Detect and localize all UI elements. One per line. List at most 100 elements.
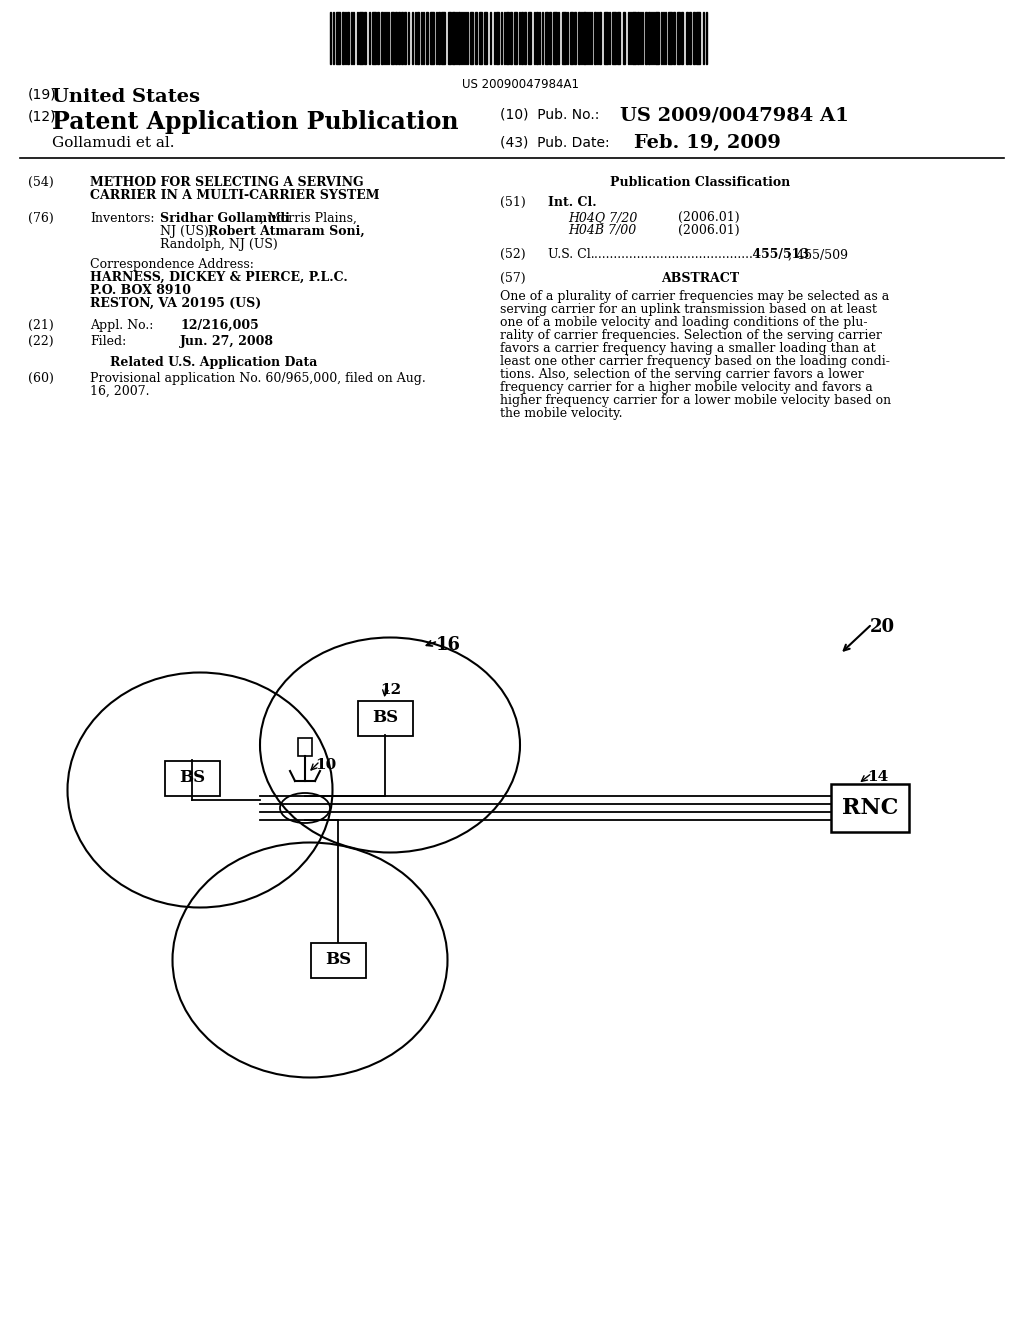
Bar [689,12,691,63]
Text: Int. Cl.: Int. Cl. [548,195,597,209]
Bar [381,12,383,63]
Bar [484,12,487,63]
Bar [632,12,636,63]
Bar [677,12,680,63]
Bar [545,12,548,63]
Text: BS: BS [179,770,205,787]
Bar [524,12,526,63]
Bar [438,12,440,63]
Text: (2006.01): (2006.01) [678,211,739,224]
Bar [570,12,573,63]
Bar [528,12,531,63]
Bar [401,12,403,63]
Text: Related U.S. Application Data: Related U.S. Application Data [110,356,317,370]
Text: the mobile velocity.: the mobile velocity. [500,407,623,420]
Text: 16, 2007.: 16, 2007. [90,385,150,399]
Text: serving carrier for an uplink transmission based on at least: serving carrier for an uplink transmissi… [500,304,877,315]
Text: NJ (US);: NJ (US); [160,224,217,238]
Bar [673,12,675,63]
Text: 16: 16 [436,636,461,653]
Text: H04B 7/00: H04B 7/00 [568,224,636,238]
Bar [594,12,596,63]
Bar [637,12,639,63]
Bar [668,12,672,63]
Bar [514,12,517,63]
Bar [479,12,482,63]
Text: (54): (54) [28,176,53,189]
Text: Inventors:: Inventors: [90,213,155,224]
Bar [398,12,400,63]
Bar [536,12,538,63]
Text: (51): (51) [500,195,525,209]
Text: (22): (22) [28,335,53,348]
Bar [391,12,394,63]
Bar [404,12,406,63]
Bar [395,12,397,63]
Text: RESTON, VA 20195 (US): RESTON, VA 20195 (US) [90,297,261,310]
Bar [521,12,523,63]
Bar [604,12,608,63]
Bar [298,738,312,756]
Text: higher frequency carrier for a lower mobile velocity based on: higher frequency carrier for a lower mob… [500,393,891,407]
Text: least one other carrier frequency based on the loading condi-: least one other carrier frequency based … [500,355,890,368]
Bar [510,12,512,63]
Text: (43)  Pub. Date:: (43) Pub. Date: [500,136,609,150]
Bar [449,12,451,63]
Bar [336,12,340,63]
Bar [470,12,473,63]
Text: favors a carrier frequency having a smaller loading than at: favors a carrier frequency having a smal… [500,342,876,355]
Text: Robert Atmaram Soni,: Robert Atmaram Soni, [208,224,365,238]
Text: ABSTRACT: ABSTRACT [660,272,739,285]
FancyBboxPatch shape [831,784,909,832]
Bar [562,12,566,63]
Text: Feb. 19, 2009: Feb. 19, 2009 [634,135,781,152]
Text: RNC: RNC [842,797,898,818]
Text: BS: BS [372,710,398,726]
Bar [359,12,362,63]
Text: one of a mobile velocity and loading conditions of the plu-: one of a mobile velocity and loading con… [500,315,867,329]
Text: (2006.01): (2006.01) [678,224,739,238]
Text: 455/513: 455/513 [748,248,809,261]
Text: P.O. BOX 8910: P.O. BOX 8910 [90,284,191,297]
Text: Jun. 27, 2008: Jun. 27, 2008 [180,335,274,348]
Bar [347,12,349,63]
Text: Correspondence Address:: Correspondence Address: [90,257,254,271]
Text: 14: 14 [867,770,888,784]
Text: 10: 10 [315,758,336,772]
Text: Gollamudi et al.: Gollamudi et al. [52,136,174,150]
Text: , Morris Plains,: , Morris Plains, [260,213,357,224]
Bar [696,12,700,63]
Text: (10)  Pub. No.:: (10) Pub. No.: [500,108,599,121]
Text: .........................................: ........................................… [590,248,753,261]
Bar [645,12,647,63]
Text: tions. Also, selection of the serving carrier favors a lower: tions. Also, selection of the serving ca… [500,368,864,381]
Text: frequency carrier for a higher mobile velocity and favors a: frequency carrier for a higher mobile ve… [500,381,872,393]
Bar [617,12,620,63]
Text: U.S. Cl.: U.S. Cl. [548,248,595,261]
Bar [377,12,379,63]
Text: (60): (60) [28,372,54,385]
Bar [426,12,428,63]
Bar [430,12,434,63]
Text: rality of carrier frequencies. Selection of the serving carrier: rality of carrier frequencies. Selection… [500,329,882,342]
Text: (12): (12) [28,110,56,124]
Bar [655,12,659,63]
Text: US 2009/0047984 A1: US 2009/0047984 A1 [620,106,849,124]
Text: Randolph, NJ (US): Randolph, NJ (US) [160,238,278,251]
Bar [648,12,650,63]
Bar [599,12,601,63]
Bar [496,12,499,63]
FancyBboxPatch shape [310,942,366,978]
Text: One of a plurality of carrier frequencies may be selected as a: One of a plurality of carrier frequencie… [500,290,889,304]
FancyBboxPatch shape [165,760,219,796]
Text: (57): (57) [500,272,525,285]
Bar [417,12,419,63]
Text: H04Q 7/20: H04Q 7/20 [568,211,637,224]
Text: METHOD FOR SELECTING A SERVING: METHOD FOR SELECTING A SERVING [90,176,364,189]
Text: 12: 12 [380,682,401,697]
Text: (52): (52) [500,248,525,261]
Text: Publication Classification: Publication Classification [610,176,791,189]
Bar [441,12,445,63]
Text: Filed:: Filed: [90,335,126,348]
Bar [686,12,688,63]
